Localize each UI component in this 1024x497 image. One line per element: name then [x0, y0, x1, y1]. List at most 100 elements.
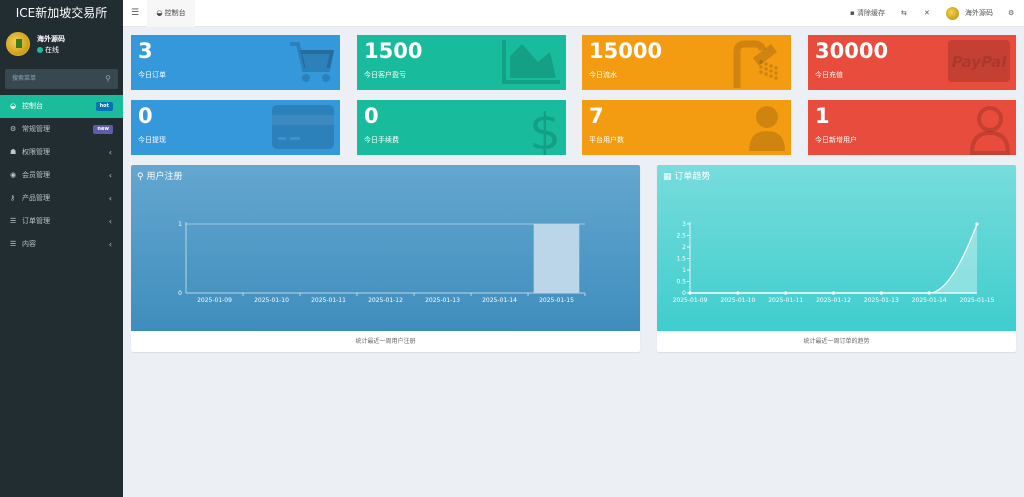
top-header: ☰ ◒ 控制台 ▪ 清除缓存 ⇆ ✕ 海外源码 ⚙ — [123, 0, 1024, 27]
list-icon: ☰ — [10, 240, 17, 248]
sidebar-item-0[interactable]: ◒ 控制台 hot — [0, 95, 123, 118]
clear-cache-button[interactable]: ▪ 清除缓存 — [850, 9, 885, 17]
stat-value: 1500 — [364, 39, 423, 63]
sidebar-item-2[interactable]: ☗ 权限管理 ‹ — [0, 141, 123, 164]
x-tick-label: 2025-01-11 — [311, 297, 346, 304]
stat-card[interactable]: 15000 今日流水 — [582, 35, 791, 90]
sidebar-item-label: 常规管理 — [22, 125, 50, 133]
sidebar-item-label: 权限管理 — [22, 148, 50, 156]
chevron-left-icon: ‹ — [108, 148, 112, 157]
sidebar-item-label: 产品管理 — [22, 194, 50, 202]
data-point — [879, 291, 883, 295]
sidebar-item-1[interactable]: ⚙ 常规管理 new — [0, 118, 123, 141]
y-tick-label: 1.5 — [676, 256, 686, 263]
stat-label: 平台用户数 — [589, 136, 624, 144]
stat-value: 0 — [138, 104, 153, 128]
stat-value: 0 — [364, 104, 379, 128]
x-tick-label: 2025-01-12 — [816, 297, 851, 304]
data-point — [784, 291, 788, 295]
bar — [533, 224, 580, 293]
y-tick-label: 2 — [682, 244, 686, 251]
stat-value: 30000 — [815, 39, 889, 63]
stat-label: 今日客户盈亏 — [364, 71, 406, 79]
sidebar-item-6[interactable]: ☰ 内容 ‹ — [0, 233, 123, 256]
stat-card[interactable]: 7 平台用户数 — [582, 100, 791, 155]
order-trend-panel: ▦ 订单趋势 0 0.5 1 1.5 2 2.5 3 2025-01-09 2025-01-10… — [657, 165, 1016, 352]
x-tick-label: 2025-01-15 — [960, 297, 995, 304]
sidebar: ICE新加坡交易所 海外源码 在线 搜索菜单 ⚲ ◒ 控制台 hot ⚙ 常规管理 new ☗… — [0, 0, 123, 497]
tab-dashboard[interactable]: ◒ 控制台 — [147, 0, 195, 27]
user-circle-icon: ◉ — [10, 171, 17, 179]
stat-value: 1 — [815, 104, 830, 128]
y-tick-label: 1 — [178, 221, 182, 228]
settings-icon[interactable]: ⚙ — [1008, 9, 1015, 17]
list-icon: ☰ — [10, 217, 17, 225]
data-point — [975, 222, 979, 226]
app-logo[interactable]: ICE新加坡交易所 — [0, 0, 123, 27]
fullscreen-icon[interactable]: ✕ — [924, 9, 930, 17]
stat-card[interactable]: 30000 今日充值 PayPal — [808, 35, 1016, 90]
svg-text:$: $ — [530, 105, 560, 155]
data-point — [736, 291, 740, 295]
chevron-left-icon: ‹ — [108, 194, 112, 203]
user-register-chart: 0 1 2025-01-09 2025-01-10 2025-01-11 2025-01-… — [178, 221, 586, 304]
sidebar-item-label: 会员管理 — [22, 171, 50, 179]
stat-label: 今日充值 — [815, 71, 843, 79]
area-fill — [690, 224, 977, 293]
x-tick-label: 2025-01-10 — [720, 297, 755, 304]
menu-badge: hot — [95, 102, 113, 111]
user-panel: 海外源码 在线 — [0, 27, 123, 65]
y-tick-label: 2.5 — [676, 233, 686, 240]
stat-card[interactable]: 1 今日新增用户 — [808, 100, 1016, 155]
data-point — [688, 291, 692, 295]
sidebar-item-5[interactable]: ☰ 订单管理 ‹ — [0, 210, 123, 233]
map-marker-icon: ⚲ — [137, 172, 144, 182]
sidebar-item-3[interactable]: ◉ 会员管理 ‹ — [0, 164, 123, 187]
sidebar-item-label: 控制台 — [22, 102, 43, 110]
menu-badge: new — [93, 125, 113, 134]
x-tick-label: 2025-01-14 — [482, 297, 517, 304]
chevron-left-icon: ‹ — [108, 240, 112, 249]
stat-label: 今日流水 — [589, 71, 617, 79]
x-tick-label: 2025-01-14 — [912, 297, 947, 304]
sidebar-menu: ◒ 控制台 hot ⚙ 常规管理 new ☗ 权限管理 ‹ ◉ 会员管理 ‹ ⚷ 产品管理 ‹ ☰ 订单管理 ‹ ☰… — [0, 95, 123, 256]
header-username[interactable]: 海外源码 — [965, 9, 993, 17]
chevron-left-icon: ‹ — [108, 217, 112, 226]
panel-title: 用户注册 — [146, 172, 183, 182]
chevron-left-icon: ‹ — [108, 171, 112, 180]
stat-value: 3 — [138, 39, 153, 63]
y-tick-label: 1 — [682, 267, 686, 274]
x-tick-label: 2025-01-15 — [539, 297, 574, 304]
data-point — [831, 291, 836, 295]
user-register-panel: ⚲ 用户注册 0 1 2025-01-09 2025-01-10 2025-01-11 2… — [131, 165, 640, 352]
panel-title: 订单趋势 — [674, 172, 711, 182]
sidebar-item-4[interactable]: ⚷ 产品管理 ‹ — [0, 187, 123, 210]
panel-footer: 统计最近一周用户注册 — [355, 338, 416, 345]
y-tick-label: 0.5 — [676, 279, 686, 286]
group-icon: ☗ — [10, 148, 17, 156]
panel-footer: 统计最近一周订单的趋势 — [803, 338, 870, 345]
stat-label: 今日新增用户 — [815, 136, 857, 144]
key-icon: ⚷ — [10, 194, 16, 202]
menu-search-input[interactable]: 搜索菜单 ⚲ — [5, 69, 118, 89]
stat-card[interactable]: 3 今日订单 — [131, 35, 340, 90]
sidebar-item-label: 订单管理 — [22, 217, 50, 225]
menu-toggle-icon[interactable]: ☰ — [131, 8, 140, 18]
y-tick-label: 3 — [682, 221, 686, 228]
svg-text:PayPal: PayPal — [952, 53, 1008, 71]
trash-icon: ▪ — [850, 9, 855, 17]
stat-card[interactable]: 1500 今日客户盈亏 — [357, 35, 566, 90]
translate-icon[interactable]: ⇆ — [901, 9, 907, 17]
stat-card[interactable]: 0 今日提现 — [131, 100, 340, 155]
x-tick-label: 2025-01-10 — [254, 297, 289, 304]
stat-value: 7 — [589, 104, 604, 128]
search-icon[interactable]: ⚲ — [105, 74, 111, 83]
dashboard-icon: ◒ — [10, 102, 17, 110]
stat-card[interactable]: 0 今日手续费 $ — [357, 100, 566, 155]
header-avatar[interactable] — [946, 7, 959, 20]
y-tick-label: 0 — [682, 290, 686, 297]
user-name: 海外源码 — [37, 35, 65, 43]
th-icon: ▦ — [663, 172, 672, 182]
sidebar-item-label: 内容 — [22, 240, 36, 248]
avatar — [6, 32, 30, 56]
